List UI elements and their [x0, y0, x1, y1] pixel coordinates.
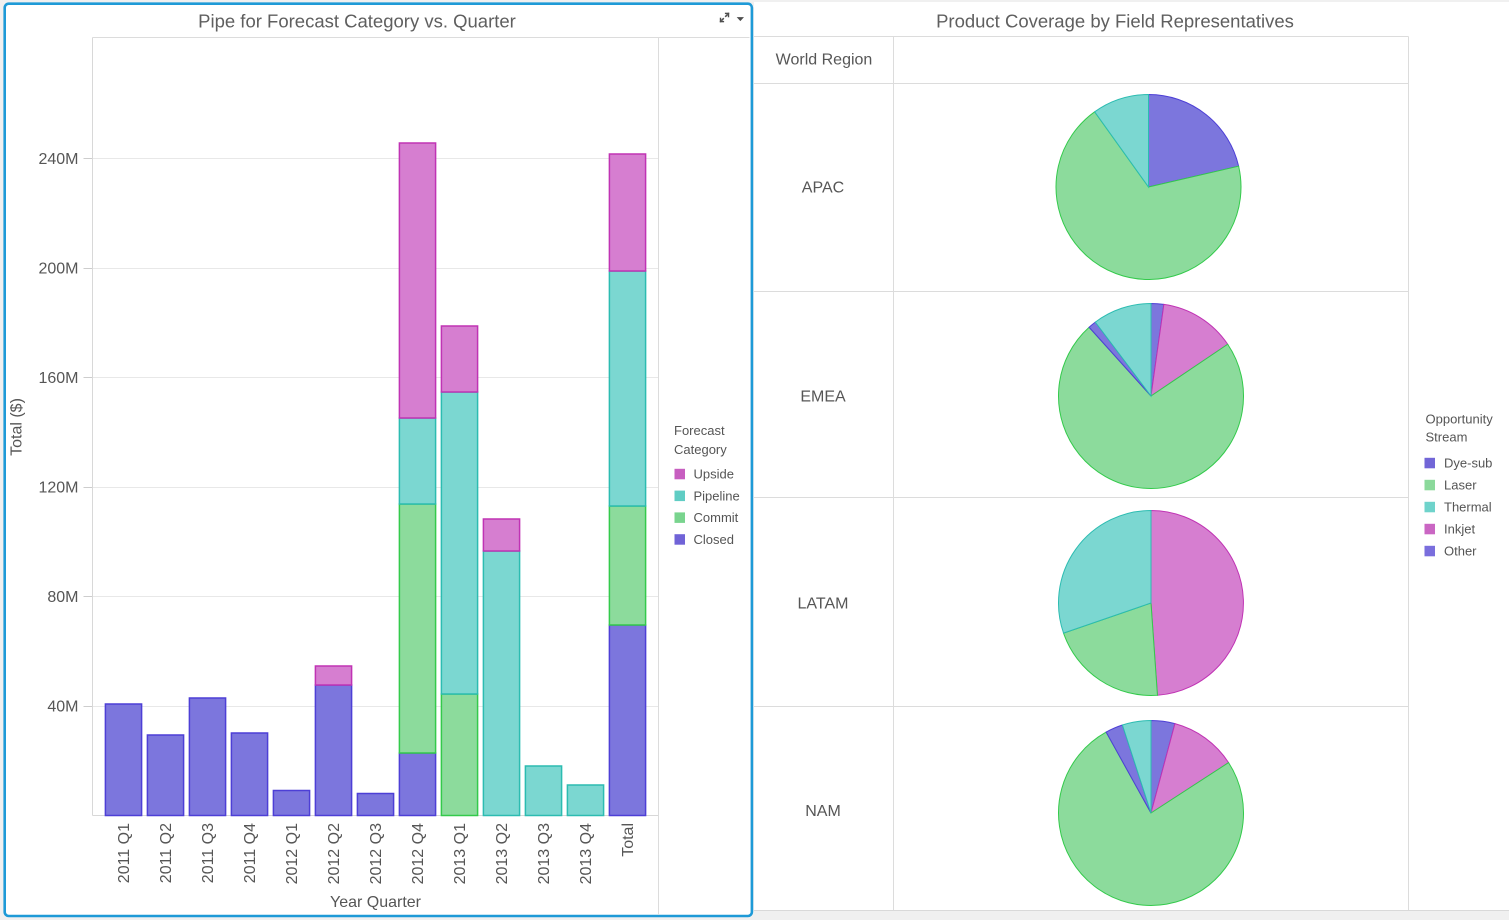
- svg-text:World Region: World Region: [776, 52, 873, 69]
- svg-text:2011 Q4: 2011 Q4: [242, 823, 259, 883]
- svg-text:Forecast: Forecast: [674, 423, 725, 438]
- svg-text:160M: 160M: [38, 370, 78, 387]
- svg-text:240M: 240M: [38, 151, 78, 168]
- svg-text:Commit: Commit: [694, 510, 739, 525]
- svg-text:Total ($): Total ($): [9, 398, 26, 456]
- svg-text:Pipeline: Pipeline: [694, 488, 740, 503]
- svg-text:2012 Q2: 2012 Q2: [326, 823, 343, 884]
- svg-text:40M: 40M: [47, 699, 78, 716]
- svg-text:120M: 120M: [38, 480, 78, 497]
- svg-text:Laser: Laser: [1444, 478, 1477, 493]
- svg-text:LATAM: LATAM: [798, 596, 849, 613]
- svg-text:2013 Q3: 2013 Q3: [536, 823, 553, 884]
- svg-text:Closed: Closed: [694, 532, 734, 547]
- svg-text:Pipe for Forecast Category vs.: Pipe for Forecast Category vs. Quarter: [198, 11, 516, 32]
- svg-text:2013 Q4: 2013 Q4: [578, 823, 595, 884]
- svg-text:Dye-sub: Dye-sub: [1444, 456, 1492, 471]
- svg-text:Product Coverage by Field Repr: Product Coverage by Field Representative…: [936, 11, 1294, 32]
- svg-text:2011 Q2: 2011 Q2: [158, 823, 175, 883]
- svg-text:Total: Total: [620, 823, 637, 857]
- svg-text:Upside: Upside: [694, 467, 734, 482]
- svg-text:EMEA: EMEA: [800, 389, 846, 406]
- svg-text:2012 Q1: 2012 Q1: [284, 823, 301, 884]
- svg-text:Inkjet: Inkjet: [1444, 522, 1475, 537]
- svg-text:NAM: NAM: [805, 803, 841, 820]
- svg-text:Opportunity: Opportunity: [1426, 412, 1494, 427]
- svg-text:Category: Category: [674, 442, 727, 457]
- svg-text:Year Quarter: Year Quarter: [330, 894, 422, 911]
- svg-text:APAC: APAC: [802, 180, 844, 197]
- svg-text:80M: 80M: [47, 589, 78, 606]
- svg-text:Stream: Stream: [1426, 430, 1468, 445]
- svg-text:Thermal: Thermal: [1444, 500, 1492, 515]
- svg-text:Other: Other: [1444, 544, 1477, 559]
- svg-text:2013 Q2: 2013 Q2: [494, 823, 511, 884]
- svg-text:2011 Q3: 2011 Q3: [200, 823, 217, 883]
- svg-text:2011 Q1: 2011 Q1: [116, 823, 133, 883]
- svg-text:2012 Q3: 2012 Q3: [368, 823, 385, 884]
- svg-text:200M: 200M: [38, 261, 78, 278]
- svg-text:2013 Q1: 2013 Q1: [452, 823, 469, 884]
- svg-text:2012 Q4: 2012 Q4: [410, 823, 427, 884]
